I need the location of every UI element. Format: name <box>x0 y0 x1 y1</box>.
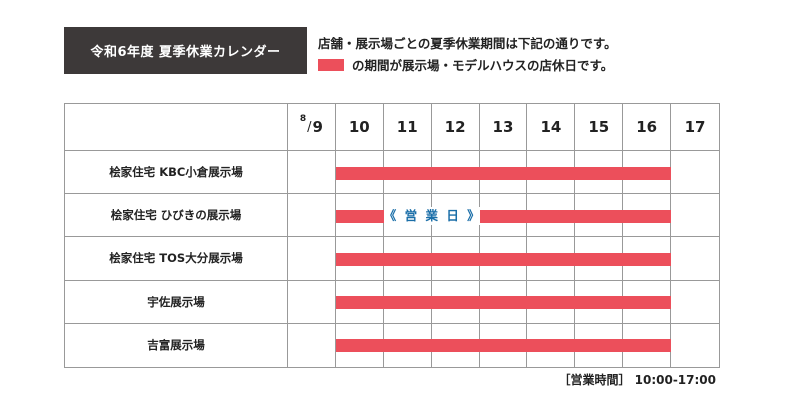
day-cell <box>288 194 336 238</box>
closed-period-bar <box>335 253 672 266</box>
store-name: 桧家住宅 ひびきの展示場 <box>65 194 288 238</box>
date-separator: / <box>307 119 312 135</box>
date-label: 11 <box>396 118 418 136</box>
date-header: 10 <box>335 104 384 151</box>
date-label: 15 <box>588 118 610 136</box>
day-cell <box>288 323 336 367</box>
date-header: 8/9 <box>288 104 336 151</box>
note-line-1: 店舗・展示場ごとの夏季休業期間は下記の通りです。 <box>318 36 617 51</box>
day-cell <box>671 281 719 324</box>
open-day-label: 《 営 業 日 》 <box>383 206 482 225</box>
store-name: 桧家住宅 KBC小倉展示場 <box>65 151 288 195</box>
day-cell <box>288 280 336 324</box>
closed-period-bar <box>335 296 672 310</box>
header-blank-cell <box>65 104 288 151</box>
date-header: 16 <box>623 104 672 151</box>
date-header: 11 <box>383 104 432 151</box>
date-label: 9 <box>312 118 323 136</box>
store-name: 宇佐展示場 <box>65 280 288 324</box>
holiday-calendar-grid: 8/9 10 11 12 13 14 15 16 17 桧家住宅 KBC小倉展示場 桧家住宅 ひびき… <box>64 103 720 368</box>
date-label: 17 <box>684 118 706 136</box>
closed-period-bar <box>335 339 672 353</box>
day-cell <box>671 237 719 281</box>
day-cell <box>288 237 336 281</box>
day-cell <box>671 194 719 238</box>
store-name: 吉富展示場 <box>65 323 288 367</box>
date-label: 13 <box>492 118 514 136</box>
legend-closed-swatch <box>318 58 344 71</box>
note-line-2-text: の期間が展示場・モデルハウスの店休日です。 <box>352 58 614 73</box>
date-header: 17 <box>671 104 719 151</box>
date-label: 14 <box>540 118 562 136</box>
day-cell <box>671 151 719 195</box>
date-header: 14 <box>527 104 576 151</box>
date-header: 15 <box>575 104 624 151</box>
date-label: 16 <box>636 118 658 136</box>
date-header: 12 <box>431 104 480 151</box>
day-cell <box>671 324 719 367</box>
note-line-2: の期間が展示場・モデルハウスの店休日です。 <box>318 55 613 74</box>
month-label: 8 <box>299 114 307 124</box>
date-label: 12 <box>444 118 466 136</box>
store-name: 桧家住宅 TOS大分展示場 <box>65 237 288 281</box>
calendar-title: 令和6年度 夏季休業カレンダー <box>64 27 307 74</box>
date-header: 13 <box>479 104 528 151</box>
day-cell <box>288 151 336 195</box>
date-label: 10 <box>348 118 370 136</box>
business-hours: ［営業時間］ 10:00-17:00 <box>558 373 716 387</box>
closed-period-bar <box>335 166 672 180</box>
